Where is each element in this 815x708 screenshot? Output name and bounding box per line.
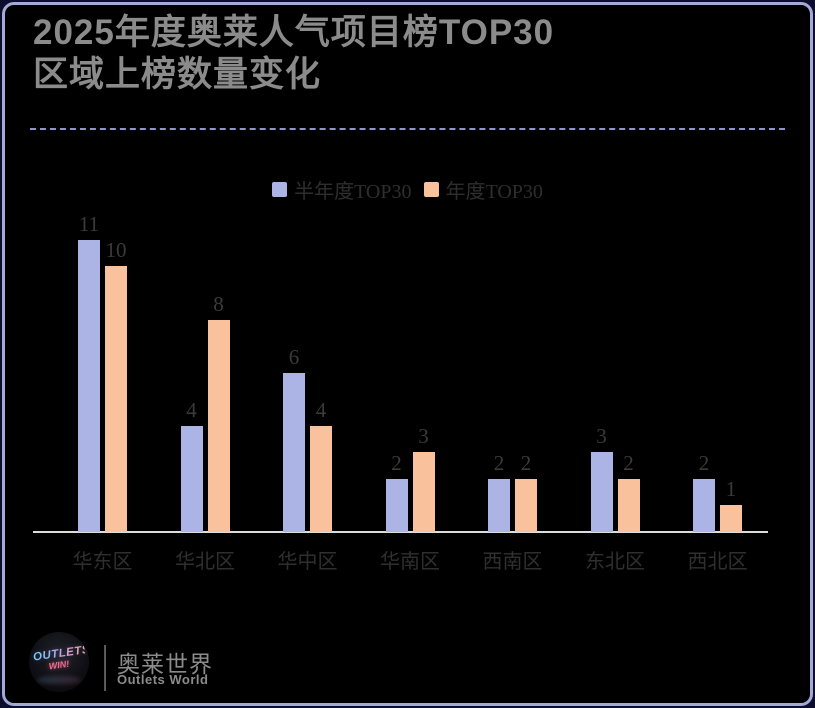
brand-logo: OUTLETS WIN! xyxy=(29,632,89,692)
title-divider xyxy=(30,128,785,130)
logo-reflection xyxy=(37,676,81,684)
legend-swatch xyxy=(423,182,439,197)
legend-label: 年度TOP30 xyxy=(445,181,543,203)
footer-divider xyxy=(104,645,106,691)
legend-swatch xyxy=(272,182,288,197)
brand-name-cn: 奥莱世界 xyxy=(117,651,213,677)
title-line-1: 2025年度奥莱人气项目榜TOP30 xyxy=(33,13,555,52)
page-title: 2025年度奥莱人气项目榜TOP30 区域上榜数量变化 xyxy=(33,12,554,96)
legend-item: 年度TOP30 xyxy=(423,175,543,204)
legend-item: 半年度TOP30 xyxy=(272,175,412,204)
chart-legend: 半年度TOP30 年度TOP30 xyxy=(0,175,815,204)
brand-name-en: Outlets World xyxy=(117,672,209,687)
title-line-2: 区域上榜数量变化 xyxy=(33,55,322,94)
legend-label: 半年度TOP30 xyxy=(294,181,412,203)
